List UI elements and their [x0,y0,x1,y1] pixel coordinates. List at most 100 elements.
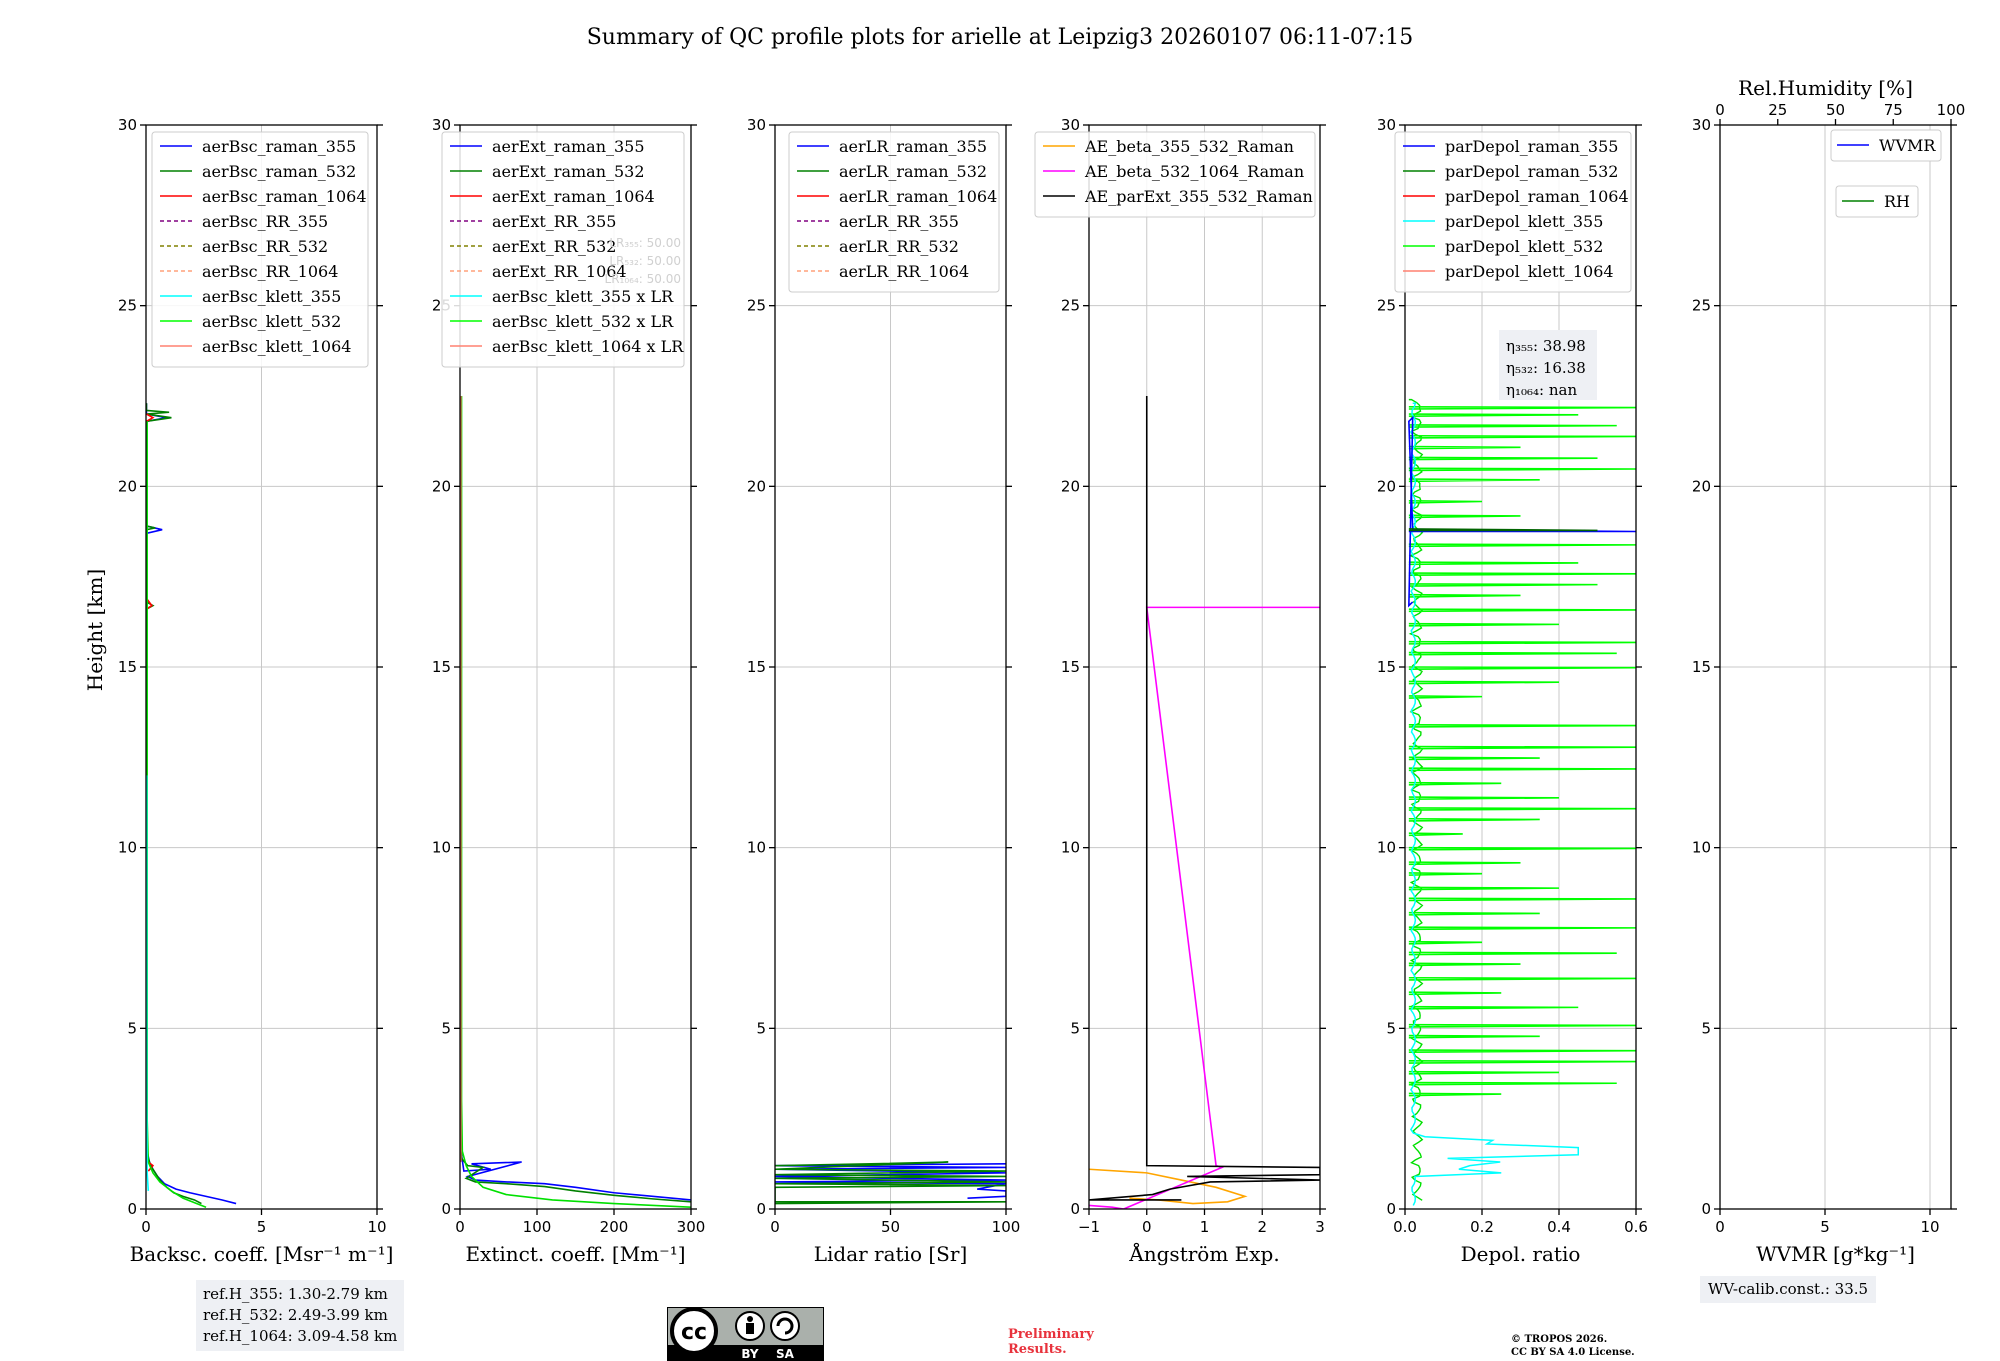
y-tick-label: 20 [1377,477,1396,495]
depol-eta-annotation: η₅₃₂: 16.38 [1506,359,1586,377]
legend-label: aerExt_RR_532 [492,237,616,256]
x-tick-label: 2 [1257,1218,1267,1236]
y-tick-label: 25 [1377,297,1396,315]
legend-box [1034,131,1316,218]
y-tick-label: 15 [1692,658,1711,676]
depol-eta-annotation: η₃₅₅: 38.98 [1506,337,1586,355]
legend-label: aerExt_RR_355 [492,212,616,231]
y-tick-label: 0 [1070,1200,1080,1218]
series-aerbsc-klett-355 [146,775,150,1191]
x-axis-label-lidarratio: Lidar ratio [Sr] [814,1242,968,1266]
x-tick-label: 300 [677,1218,706,1236]
y-tick-label: 30 [747,116,766,134]
legend-label: aerBsc_klett_532 [202,312,341,331]
y-tick-label: 5 [1386,1019,1396,1037]
x-tick-label: 0 [1715,1218,1725,1236]
wv-calib-const: WV-calib.const.: 33.5 [1708,1280,1869,1298]
y-tick-label: 5 [441,1019,451,1037]
legend-label: parDepol_klett_1064 [1445,262,1614,281]
series-ae-beta-355-532-raman [1089,1168,1248,1205]
preliminary-note: Preliminary Results. [1008,1327,1094,1357]
legend-label: aerBsc_klett_355 x LR [492,287,674,306]
series-aerbsc-raman-1064 [146,413,155,1172]
y-tick-label: 10 [1061,839,1080,857]
series-group [1089,396,1320,1209]
x-axis-label-depol: Depol. ratio [1461,1242,1581,1266]
y-tick-label: 30 [432,116,451,134]
top-x-tick-label: 50 [1826,101,1845,119]
y-tick-label: 0 [1701,1200,1711,1218]
legend-box [788,131,1000,293]
legend-label: aerLR_RR_532 [839,237,959,256]
cc-sa-label: SA [776,1347,795,1361]
series-aerext-raman-355 [460,1154,691,1201]
x-tick-label: 0 [1142,1218,1152,1236]
series-aerbsc-klett-532-x-lr [460,396,691,1208]
x-tick-label: 0.0 [1393,1218,1417,1236]
x-tick-label: 5 [257,1218,267,1236]
legend-label: parDepol_klett_532 [1445,237,1603,256]
share-alike-icon [770,1311,800,1341]
ref-height-355: ref.H_355: 1.30-2.79 km [203,1285,388,1303]
y-tick-label: 0 [756,1200,766,1218]
cc-by-label: BY [741,1347,758,1361]
x-tick-label: 3 [1315,1218,1325,1236]
x-tick-label: −1 [1078,1218,1100,1236]
legend-label: aerBsc_raman_532 [202,162,356,181]
legend-label: aerBsc_klett_532 x LR [492,312,674,331]
top-x-tick-label: 100 [1937,101,1966,119]
panel-lidarratio: 0 5 10 15 20 25 30 0 50 100 Lidar ratio [Sr] aerLR_… [747,116,1020,1266]
legend-label: aerLR_raman_532 [839,162,987,181]
legend-label: aerBsc_klett_1064 [202,337,351,356]
y-tick-label: 15 [1061,658,1080,676]
series-group [460,396,691,1208]
legend-label: aerLR_RR_1064 [839,262,969,281]
legend-box-rh [1835,185,1919,218]
copyright-line-1: © TROPOS 2026. [1511,1334,1608,1345]
copyright-line-2: CC BY SA 4.0 License. [1511,1347,1635,1358]
legend-label: aerBsc_raman_1064 [202,187,367,206]
x-tick-label: 200 [600,1218,629,1236]
y-tick-label: 10 [1692,839,1711,857]
x-axis-label-backscatter: Backsc. coeff. [Msr⁻¹ m⁻¹] [130,1242,394,1266]
legend-box [151,131,369,368]
top-x-tick-label: 25 [1768,101,1787,119]
x-tick-label: 10 [367,1218,386,1236]
lidar-ratio-annotation: LR₁₀₆₄: 50.00 [605,272,681,286]
series-pardepol-raman-532 [1408,528,1598,532]
cc-icon [670,1307,718,1355]
legend-label: aerExt_raman_355 [492,137,645,156]
wv-calibration-box: WV-calib.const.: 33.5 [1700,1276,1877,1303]
lidar-ratio-annotation: LR₃₅₅: 50.00 [609,236,681,250]
y-tick-label: 15 [747,658,766,676]
x-tick-label: 5 [1820,1218,1830,1236]
y-tick-label: 15 [1377,658,1396,676]
series-aerlr-raman-532 [775,1161,1006,1205]
series-group [1408,398,1636,1206]
legend-box [441,131,685,368]
x-tick-label: 0 [141,1218,151,1236]
preliminary-line-2: Results. [1008,1342,1067,1357]
series-parDepol_klett_355 [1410,402,1579,1206]
y-tick-label: 30 [1061,116,1080,134]
legend-label: aerLR_raman_1064 [839,187,997,206]
y-tick-label: 5 [1070,1019,1080,1037]
y-tick-label: 20 [1692,477,1711,495]
top-x-axis-label: Rel.Humidity [%] [1738,76,1913,100]
figure-title: Summary of QC profile plots for arielle … [587,25,1414,50]
y-tick-label: 30 [1377,116,1396,134]
y-tick-label: 15 [432,658,451,676]
top-x-tick-label: 0 [1715,101,1725,119]
legend-label: aerLR_RR_355 [839,212,959,231]
svg-text:cc: cc [681,1320,707,1345]
x-tick-label: 0.2 [1470,1218,1494,1236]
ref-height-1064: ref.H_1064: 3.09-4.58 km [203,1327,398,1345]
x-tick-label: 0 [455,1218,465,1236]
y-tick-label: 10 [118,839,137,857]
y-tick-label: 30 [1692,116,1711,134]
x-tick-label: 100 [523,1218,552,1236]
legend-label: AE_beta_532_1064_Raman [1084,162,1304,181]
